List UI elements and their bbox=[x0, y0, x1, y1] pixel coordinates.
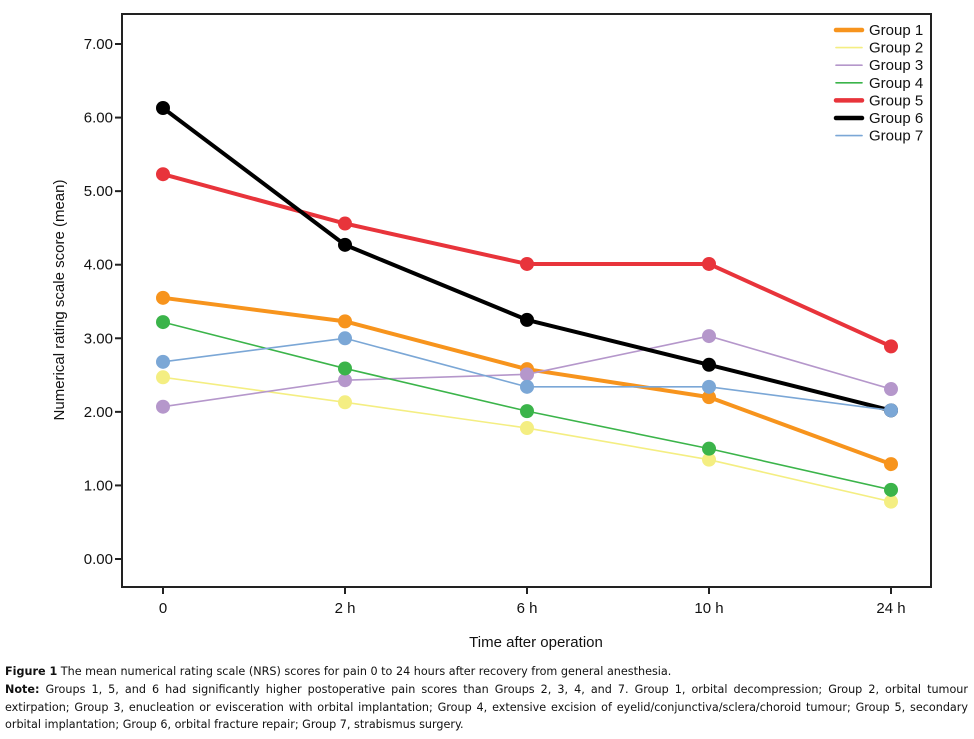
data-point bbox=[884, 494, 898, 509]
figure-label: Figure 1 bbox=[5, 665, 58, 678]
data-point bbox=[884, 482, 898, 497]
legend-item: Group 3 bbox=[835, 57, 923, 74]
legend-label: Group 4 bbox=[869, 75, 923, 92]
y-tick-label: 5.00 bbox=[84, 183, 113, 200]
data-point bbox=[884, 339, 898, 354]
series-layer bbox=[156, 101, 898, 509]
series-group-4 bbox=[156, 315, 898, 497]
y-tick-label: 1.00 bbox=[84, 477, 113, 494]
y-tick-label: 6.00 bbox=[84, 110, 113, 127]
data-point bbox=[338, 373, 352, 388]
x-tick-label: 24 h bbox=[876, 600, 905, 617]
x-axis-title: Time after operation bbox=[469, 634, 603, 651]
data-point bbox=[702, 390, 716, 405]
series-group-3 bbox=[156, 329, 898, 414]
y-axis-title: Numerical rating scale score (mean) bbox=[51, 180, 68, 421]
figure-caption: Figure 1 The mean numerical rating scale… bbox=[5, 663, 968, 681]
legend-item: Group 1 bbox=[833, 22, 923, 39]
legend-label: Group 1 bbox=[869, 22, 923, 39]
y-tick-label: 7.00 bbox=[84, 36, 113, 53]
data-point bbox=[156, 354, 170, 369]
legend-label: Group 6 bbox=[869, 110, 923, 127]
legend-label: Group 7 bbox=[869, 128, 923, 145]
legend-item: Group 7 bbox=[835, 128, 923, 145]
data-point bbox=[338, 331, 352, 346]
note-label: Note: bbox=[5, 683, 40, 696]
y-tick-label: 3.00 bbox=[84, 330, 113, 347]
data-point bbox=[156, 290, 170, 305]
data-point bbox=[156, 167, 170, 182]
y-tick-label: 0.00 bbox=[84, 551, 113, 568]
series-group-7 bbox=[156, 331, 898, 418]
series-group-5 bbox=[156, 167, 898, 354]
figure-note: Note: Groups 1, 5, and 6 had significant… bbox=[5, 681, 968, 734]
data-point bbox=[156, 370, 170, 385]
series-group-6 bbox=[156, 101, 898, 418]
data-point bbox=[520, 256, 534, 271]
x-axis: 0 2 h 6 h 10 h 24 h bbox=[159, 587, 906, 617]
data-point bbox=[338, 395, 352, 410]
legend-item: Group 6 bbox=[833, 110, 923, 127]
line-chart: 0.00 1.00 2.00 3.00 4.00 5.00 6.00 7.00 0 2 h 6 h… bbox=[51, 13, 932, 651]
x-tick-label: 2 h bbox=[335, 600, 356, 617]
x-tick-label: 0 bbox=[159, 600, 167, 617]
data-point bbox=[884, 457, 898, 472]
data-point bbox=[520, 367, 534, 382]
data-point bbox=[156, 101, 170, 116]
data-point bbox=[702, 379, 716, 394]
data-point bbox=[520, 312, 534, 327]
data-point bbox=[702, 256, 716, 271]
data-point bbox=[338, 361, 352, 376]
legend-item: Group 4 bbox=[835, 75, 923, 92]
legend-label: Group 3 bbox=[869, 57, 923, 74]
legend-item: Group 2 bbox=[835, 40, 923, 57]
data-point bbox=[338, 314, 352, 329]
data-point bbox=[520, 404, 534, 419]
x-tick-label: 10 h bbox=[694, 600, 723, 617]
data-point bbox=[884, 403, 898, 418]
y-tick-label: 2.00 bbox=[84, 404, 113, 421]
data-point bbox=[338, 237, 352, 252]
legend-label: Group 2 bbox=[869, 40, 923, 57]
figure-caption-text: The mean numerical rating scale (NRS) sc… bbox=[60, 665, 672, 678]
y-tick-label: 4.00 bbox=[84, 257, 113, 274]
series-group-2 bbox=[156, 370, 898, 509]
data-point bbox=[520, 421, 534, 436]
data-point bbox=[884, 382, 898, 397]
data-point bbox=[156, 315, 170, 330]
y-axis: 0.00 1.00 2.00 3.00 4.00 5.00 6.00 7.00 bbox=[84, 36, 122, 568]
data-point bbox=[338, 216, 352, 231]
x-tick-label: 6 h bbox=[517, 600, 538, 617]
legend-item: Group 5 bbox=[833, 92, 923, 109]
plot-frame bbox=[121, 13, 932, 588]
data-point bbox=[156, 399, 170, 414]
legend-label: Group 5 bbox=[869, 92, 923, 109]
note-text: Groups 1, 5, and 6 had significantly hig… bbox=[5, 683, 968, 731]
data-point bbox=[702, 329, 716, 344]
data-point bbox=[520, 379, 534, 394]
data-point bbox=[702, 452, 716, 467]
data-point bbox=[702, 441, 716, 456]
data-point bbox=[702, 357, 716, 372]
